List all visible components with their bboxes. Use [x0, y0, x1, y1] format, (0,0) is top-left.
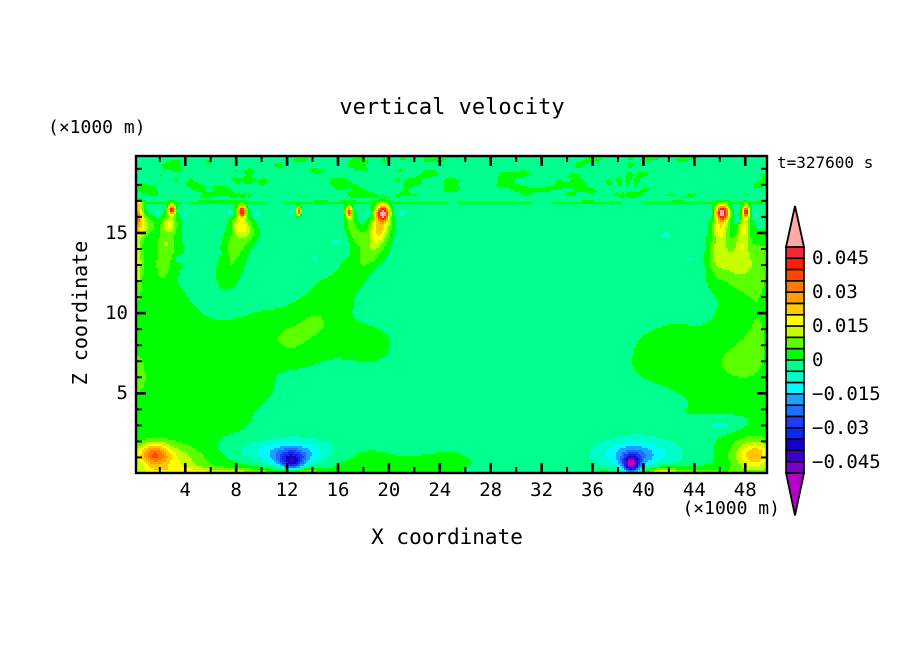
colorbar-upper-arrow — [784, 205, 806, 248]
x-tick-label: 12 — [275, 479, 299, 501]
colorbar-band — [785, 460, 805, 474]
plot-frame — [134, 154, 769, 475]
colorbar-band — [785, 313, 805, 327]
x-tick-label: 40 — [631, 479, 655, 501]
colorbar-band — [785, 359, 805, 373]
colorbar-band — [785, 246, 805, 260]
colorbar-band — [785, 325, 805, 339]
colorbar-band — [785, 302, 805, 316]
contour-field-canvas — [136, 156, 767, 473]
z-axis-unit-label: (×1000 m) — [48, 117, 146, 138]
colorbar-band — [785, 426, 805, 440]
colorbar-band — [785, 393, 805, 406]
colorbar-band — [785, 257, 805, 271]
x-tick-label: 8 — [230, 479, 242, 501]
contour-field-area — [136, 156, 767, 473]
colorbar-tick-label: 0.045 — [812, 247, 870, 270]
colorbar-band — [785, 438, 805, 452]
x-tick-label: 28 — [479, 479, 503, 501]
x-tick-label: 32 — [530, 479, 554, 501]
colorbar-tick-label: −0.03 — [812, 416, 870, 439]
plot-title: vertical velocity — [339, 95, 565, 120]
colorbar-band — [785, 291, 805, 305]
x-tick-label: 36 — [581, 479, 604, 501]
colorbar-band — [785, 336, 805, 350]
x-tick-label: 20 — [377, 479, 401, 501]
colorbar-tick-label: 0.03 — [812, 281, 858, 304]
x-axis-label: X coordinate — [371, 525, 523, 549]
x-tick-label: 24 — [428, 479, 452, 501]
colorbar-band — [785, 449, 805, 463]
z-tick-label: 15 — [105, 221, 128, 244]
colorbar-band — [785, 347, 805, 361]
x-tick-label: 48 — [733, 479, 757, 501]
colorbar-lower-arrow — [784, 472, 806, 516]
z-tick-label: 10 — [105, 302, 128, 325]
colorbar-band — [785, 381, 805, 395]
colorbar-band — [785, 268, 805, 282]
colorbar-tick-label: 0 — [812, 349, 824, 371]
x-tick-label: 4 — [179, 479, 191, 501]
x-tick-label: 16 — [326, 479, 350, 501]
colorbar-tick-label: 0.015 — [812, 315, 870, 338]
colorbar-band — [785, 404, 805, 418]
z-tick-label: 5 — [116, 382, 128, 405]
colorbar-band — [785, 280, 805, 293]
x-axis-unit-label: (×1000 m) — [682, 498, 780, 519]
colorbar-band — [785, 415, 805, 429]
colorbar-tick-label: −0.045 — [812, 450, 881, 473]
colorbar-band — [785, 370, 805, 384]
z-axis-label: Z coordinate — [68, 240, 92, 386]
x-tick-label: 44 — [682, 479, 706, 501]
colorbar-tick-label: −0.015 — [812, 382, 881, 405]
time-annotation: t=327600 s — [777, 153, 874, 172]
